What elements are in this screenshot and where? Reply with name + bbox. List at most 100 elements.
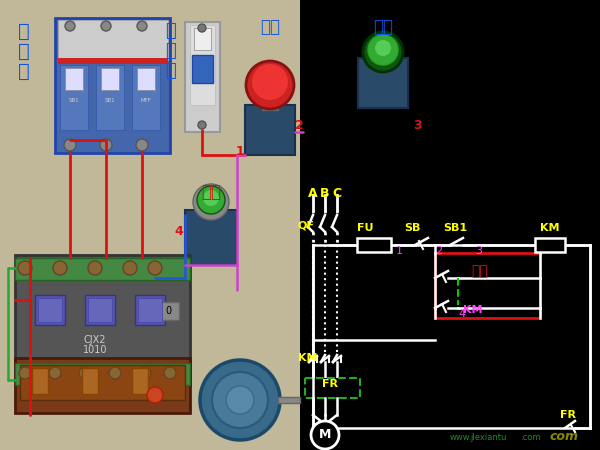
Text: 3: 3 xyxy=(475,246,482,256)
Text: 器: 器 xyxy=(18,62,30,81)
Bar xyxy=(135,295,165,325)
Text: 器: 器 xyxy=(165,62,176,80)
Text: 点动: 点动 xyxy=(201,183,221,201)
Circle shape xyxy=(148,261,162,275)
Bar xyxy=(15,258,190,280)
Bar xyxy=(262,90,278,110)
Circle shape xyxy=(147,387,163,403)
Circle shape xyxy=(198,24,206,32)
Circle shape xyxy=(123,261,137,275)
Bar xyxy=(82,368,98,394)
Text: 4: 4 xyxy=(174,225,183,238)
Bar xyxy=(435,253,540,318)
Circle shape xyxy=(198,121,206,129)
Bar xyxy=(101,68,119,90)
Text: MFF: MFF xyxy=(140,98,151,103)
Bar xyxy=(358,58,408,108)
Bar xyxy=(15,255,190,385)
Circle shape xyxy=(79,367,91,379)
Circle shape xyxy=(193,184,229,220)
Bar xyxy=(185,22,220,132)
Text: QF: QF xyxy=(298,220,315,230)
Circle shape xyxy=(164,367,176,379)
Bar xyxy=(15,358,190,413)
Bar xyxy=(357,238,391,252)
Circle shape xyxy=(252,64,288,100)
Bar xyxy=(192,55,213,83)
Text: FR: FR xyxy=(322,379,338,389)
Bar xyxy=(138,298,162,322)
Text: com: com xyxy=(550,430,579,443)
Text: 断: 断 xyxy=(165,22,176,40)
Circle shape xyxy=(53,261,67,275)
Circle shape xyxy=(311,421,339,449)
Text: 停止: 停止 xyxy=(260,18,280,36)
Bar xyxy=(194,28,211,50)
Text: 2: 2 xyxy=(435,246,442,256)
Text: 启动: 启动 xyxy=(373,18,393,36)
Text: KM: KM xyxy=(463,305,482,315)
Bar xyxy=(132,368,148,394)
Bar xyxy=(60,65,88,130)
Circle shape xyxy=(64,139,76,151)
Bar xyxy=(58,58,168,64)
Text: FU: FU xyxy=(357,223,373,233)
Circle shape xyxy=(19,367,31,379)
Text: M: M xyxy=(319,428,331,441)
Text: .com: .com xyxy=(520,433,541,442)
Bar xyxy=(35,295,65,325)
Text: 3: 3 xyxy=(413,119,422,132)
Bar xyxy=(88,298,112,322)
Text: B: B xyxy=(320,187,330,200)
Bar xyxy=(132,65,160,130)
Text: www.: www. xyxy=(450,433,473,442)
Bar xyxy=(15,363,190,385)
Text: CJX2: CJX2 xyxy=(84,335,106,345)
Text: 2: 2 xyxy=(295,119,304,132)
Circle shape xyxy=(197,186,225,214)
Bar xyxy=(32,368,48,394)
Circle shape xyxy=(246,61,294,109)
Circle shape xyxy=(65,21,75,31)
Bar xyxy=(535,238,565,252)
Text: FR: FR xyxy=(560,410,576,420)
Text: 4: 4 xyxy=(458,309,465,319)
Circle shape xyxy=(200,360,280,440)
Bar xyxy=(38,298,62,322)
Bar xyxy=(20,365,185,400)
Circle shape xyxy=(88,261,102,275)
Bar xyxy=(0,0,300,450)
Circle shape xyxy=(49,367,61,379)
Bar xyxy=(305,378,360,398)
Circle shape xyxy=(368,35,398,65)
Bar xyxy=(65,68,83,90)
Text: 路: 路 xyxy=(165,42,176,60)
Bar xyxy=(245,105,295,155)
Bar xyxy=(278,397,300,403)
Text: SB1: SB1 xyxy=(443,223,467,233)
Text: 断: 断 xyxy=(18,22,30,41)
Circle shape xyxy=(139,367,151,379)
Bar xyxy=(157,302,179,320)
Circle shape xyxy=(136,139,148,151)
Text: C: C xyxy=(332,187,341,200)
Circle shape xyxy=(226,386,254,414)
Circle shape xyxy=(212,372,268,428)
Text: 1010: 1010 xyxy=(83,345,107,355)
Bar xyxy=(190,25,215,105)
Circle shape xyxy=(375,40,391,56)
Bar xyxy=(137,68,155,90)
Circle shape xyxy=(203,190,219,206)
Text: 路: 路 xyxy=(18,42,30,61)
Text: 点动: 点动 xyxy=(472,264,488,278)
Text: SB: SB xyxy=(404,223,420,233)
Circle shape xyxy=(363,32,403,72)
Text: 0: 0 xyxy=(165,306,171,316)
Text: jlexiantu: jlexiantu xyxy=(470,433,506,442)
Circle shape xyxy=(109,367,121,379)
Text: A: A xyxy=(308,187,318,200)
Text: 1: 1 xyxy=(396,246,403,256)
Circle shape xyxy=(101,21,111,31)
Bar xyxy=(85,295,115,325)
Text: SB1: SB1 xyxy=(104,98,115,103)
